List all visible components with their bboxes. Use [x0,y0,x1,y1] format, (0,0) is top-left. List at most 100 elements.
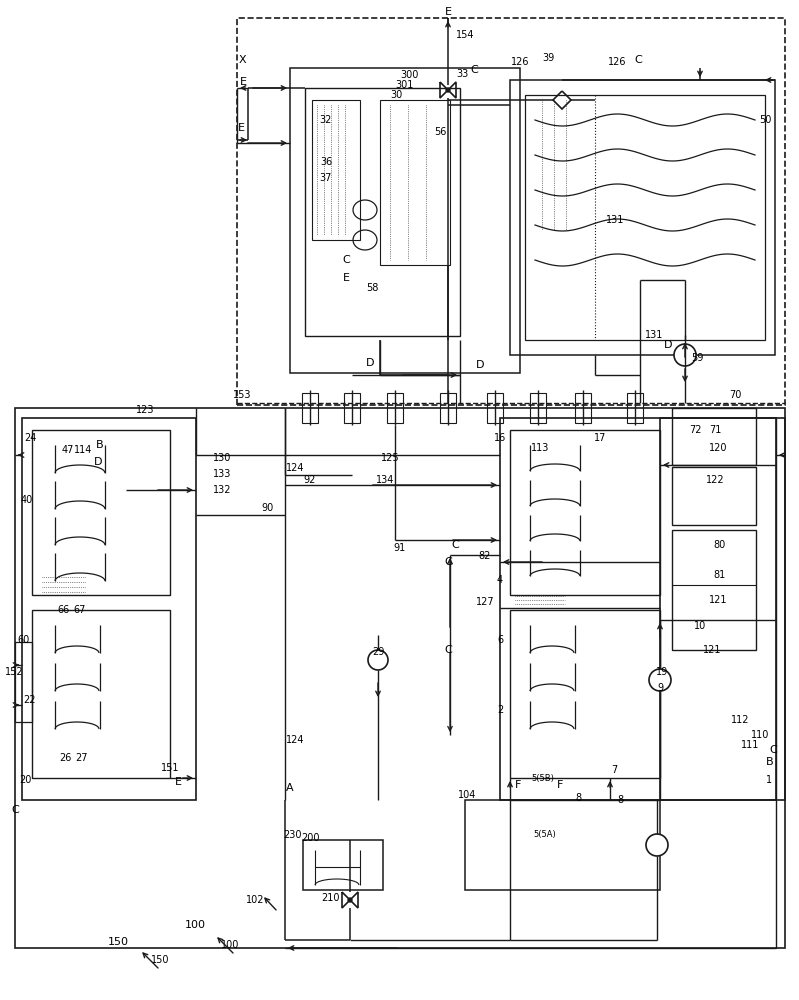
Bar [672,530,756,650]
Bar [465,800,660,890]
Text: 4: 4 [497,575,503,585]
Text: 56: 56 [434,127,446,137]
Text: 132: 132 [213,485,231,495]
Circle shape [348,898,352,902]
Text: D: D [475,360,484,370]
Circle shape [368,650,388,670]
Text: 153: 153 [233,390,251,400]
Bar [440,393,456,423]
Text: C: C [769,745,777,755]
Bar [530,393,546,423]
Text: F: F [557,780,563,790]
Text: 60: 60 [18,635,30,645]
Text: C: C [451,540,459,550]
Text: 200: 200 [300,833,320,843]
Text: C: C [444,557,452,567]
Bar [312,100,360,240]
Text: 6: 6 [497,635,503,645]
Text: 152: 152 [5,667,23,677]
Text: 24: 24 [24,433,36,443]
Text: 20: 20 [19,775,31,785]
Text: 150: 150 [108,937,129,947]
Text: 67: 67 [74,605,86,615]
Text: 126: 126 [608,57,626,67]
Text: 8: 8 [575,793,581,803]
Text: 104: 104 [458,790,476,800]
Text: 32: 32 [320,115,332,125]
Text: 66: 66 [58,605,70,615]
Text: 114: 114 [74,445,92,455]
Text: 151: 151 [161,763,179,773]
Text: 126: 126 [511,57,529,67]
Text: 300: 300 [400,70,419,80]
Text: 5(5A): 5(5A) [534,830,556,840]
Bar [510,80,775,355]
Text: E: E [237,123,244,133]
Text: 92: 92 [304,475,316,485]
Text: 58: 58 [366,283,378,293]
Text: 19: 19 [656,667,668,677]
Text: 100: 100 [221,940,239,950]
Bar [380,100,450,265]
Text: E: E [343,273,350,283]
Bar [487,393,503,423]
Text: C: C [342,255,350,265]
Text: 7: 7 [611,765,617,775]
Text: 122: 122 [706,475,725,485]
Bar [525,95,765,340]
Bar [510,610,660,778]
Text: A: A [286,783,294,793]
Text: 113: 113 [531,443,549,453]
Text: 71: 71 [709,425,721,435]
Text: 16: 16 [494,433,506,443]
Text: 5(5B): 5(5B) [531,774,555,782]
Text: D: D [664,340,672,350]
Text: 30: 30 [390,90,402,100]
Text: 47: 47 [62,445,74,455]
Bar [575,393,591,423]
Text: 301: 301 [395,80,413,90]
Circle shape [674,344,696,366]
Text: C: C [11,805,19,815]
Text: 90: 90 [262,503,274,513]
Text: F: F [515,780,521,790]
Bar [510,430,660,595]
Text: D: D [366,358,374,368]
Bar [672,408,756,465]
Text: 81: 81 [714,570,726,580]
Text: 59: 59 [691,353,703,363]
Text: 22: 22 [24,695,36,705]
Text: 17: 17 [594,433,606,443]
Text: 9: 9 [657,683,663,693]
Text: 111: 111 [741,740,759,750]
Text: 80: 80 [714,540,726,550]
Text: B: B [766,757,773,767]
Text: C: C [470,65,478,75]
Text: X: X [238,55,246,65]
Text: E: E [444,7,451,17]
Text: D: D [93,457,102,467]
Text: 133: 133 [213,469,231,479]
Text: 130: 130 [213,453,231,463]
Text: 131: 131 [606,215,624,225]
Text: 102: 102 [246,895,264,905]
Text: 120: 120 [709,443,727,453]
Text: 72: 72 [689,425,702,435]
Text: 131: 131 [645,330,663,340]
Bar [305,88,460,336]
Bar [15,642,32,722]
Text: 230: 230 [283,830,301,840]
Text: 8: 8 [617,795,623,805]
Text: 82: 82 [479,551,491,561]
Text: 123: 123 [136,405,154,415]
Text: 10: 10 [694,621,706,631]
Text: E: E [240,77,247,87]
Text: 50: 50 [759,115,771,125]
Bar [500,418,776,800]
Text: 26: 26 [59,753,71,763]
Bar [303,840,383,890]
Text: 36: 36 [320,157,332,167]
Bar [32,610,170,778]
Text: C: C [444,645,452,655]
Bar [302,393,318,423]
